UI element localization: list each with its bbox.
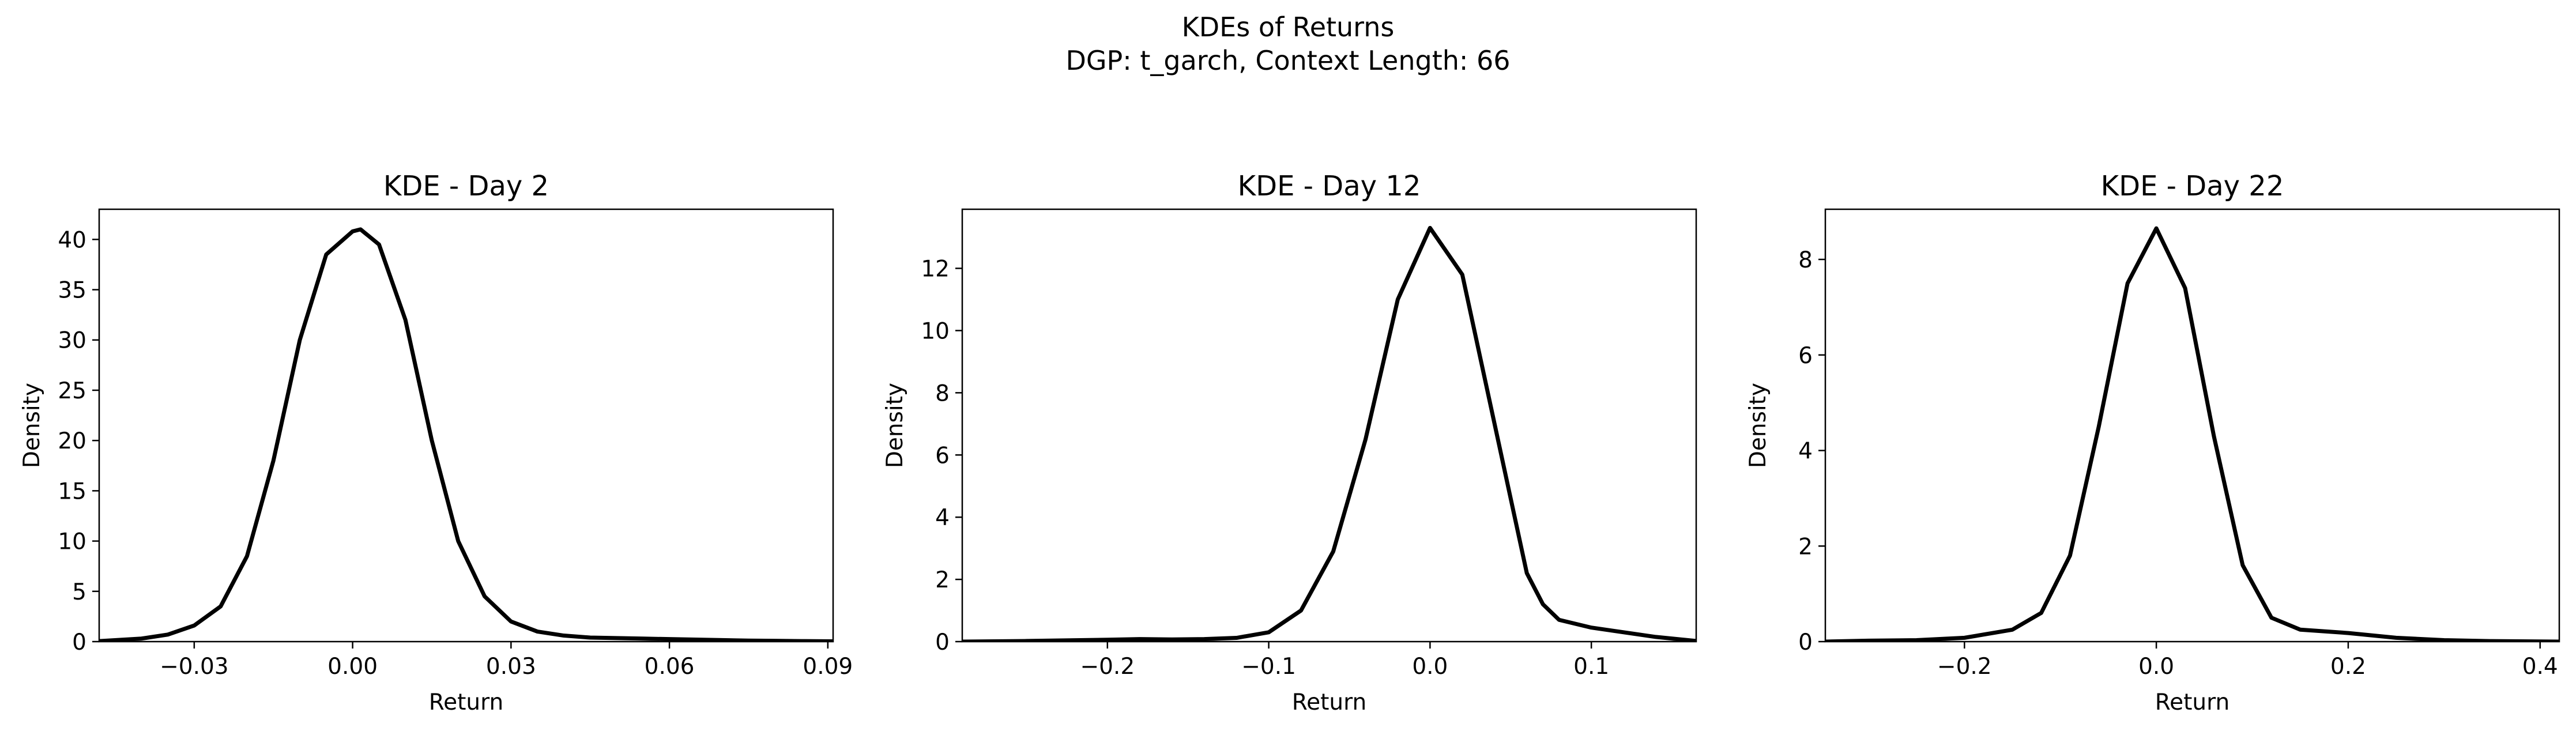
y-tick-label: 6 (1798, 343, 1813, 369)
y-tick-label: 2 (1798, 534, 1813, 560)
y-tick-label: 15 (58, 478, 86, 504)
axes-frame (961, 208, 1697, 643)
figure-suptitle: KDEs of Returns DGP: t_garch, Context Le… (0, 10, 2576, 77)
y-axis-label: Density (19, 383, 45, 468)
x-tick-label: −0.03 (160, 654, 229, 680)
y-tick-label: 35 (58, 278, 86, 304)
y-tick-label: 6 (935, 443, 950, 469)
y-tick-label: 30 (58, 328, 86, 354)
y-tick-label: 0 (72, 630, 86, 655)
y-tick-label: 20 (58, 428, 86, 454)
x-tick-label: 0.00 (327, 654, 378, 680)
x-axis-label: Return (429, 689, 503, 715)
kde-panel-2: KDE - Day 12 −0.2 −0.1 0.0 0.1 0 2 4 6 8 10 12 Retur… (882, 170, 1697, 715)
y-tick-label: 10 (921, 318, 950, 344)
y-axis-label: Density (1745, 383, 1771, 468)
y-tick-label: 10 (58, 529, 86, 555)
x-tick-label: −0.2 (1937, 654, 1992, 680)
x-tick-label: 0.0 (2138, 654, 2174, 680)
x-tick-label: 0.4 (2522, 654, 2558, 680)
y-tick-label: 0 (935, 630, 950, 655)
y-tick-label: 4 (935, 505, 950, 531)
axes-frame (1824, 208, 2560, 643)
kde-curve (962, 225, 1696, 642)
x-tick-label: 0.0 (1412, 654, 1448, 680)
x-axis-label: Return (2155, 689, 2229, 715)
y-tick-label: 12 (921, 257, 950, 282)
x-tick-label: −0.2 (1080, 654, 1135, 680)
y-tick-label: 8 (935, 380, 950, 406)
x-tick-label: 0.2 (2330, 654, 2366, 680)
x-axis-label: Return (1292, 689, 1366, 715)
y-tick-label: 8 (1798, 247, 1813, 273)
y-tick-label: 40 (58, 227, 86, 253)
axes-frame (98, 208, 834, 643)
x-tick-label: −0.1 (1241, 654, 1296, 680)
y-axis-label: Density (882, 383, 908, 468)
y-tick-label: 2 (935, 567, 950, 593)
suptitle-line-1: KDEs of Returns (1181, 12, 1395, 43)
x-tick-label: 0.06 (645, 654, 695, 680)
y-tick-label: 25 (58, 378, 86, 404)
x-tick-label: 0.03 (486, 654, 536, 680)
x-tick-label: 0.1 (1573, 654, 1609, 680)
y-tick-label: 4 (1798, 439, 1813, 465)
panel-title: KDE - Day 22 (2101, 170, 2284, 202)
y-tick-label: 5 (72, 579, 86, 605)
y-tick-label: 0 (1798, 630, 1813, 655)
kde-panel-1: KDE - Day 2 −0.03 0.00 0.03 0.06 0.09 0 5 10 15 20… (19, 170, 853, 715)
panel-title: KDE - Day 12 (1238, 170, 1421, 202)
suptitle-line-2: DGP: t_garch, Context Length: 66 (1065, 45, 1511, 76)
x-tick-label: 0.09 (803, 654, 853, 680)
panel-title: KDE - Day 2 (383, 170, 549, 202)
kde-panel-3: KDE - Day 22 −0.2 0.0 0.2 0.4 0 2 4 6 8 Return Dens… (1745, 170, 2560, 715)
kde-curve (99, 227, 833, 642)
kde-curve (1825, 226, 2559, 642)
